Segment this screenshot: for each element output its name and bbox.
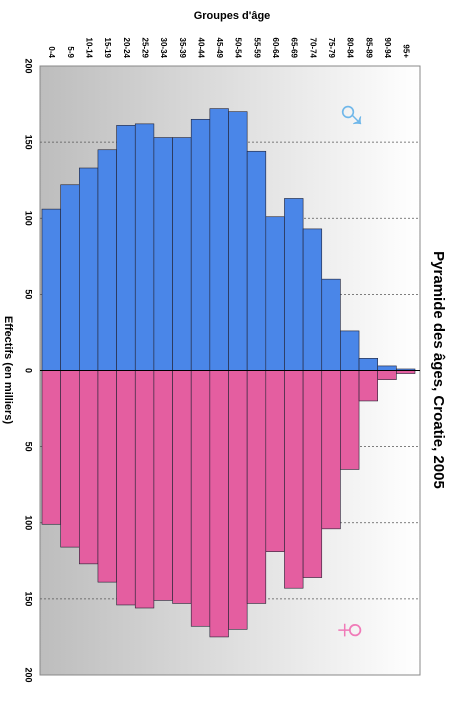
bar xyxy=(284,370,304,589)
bar xyxy=(265,216,285,371)
bar xyxy=(265,370,285,552)
bar xyxy=(79,167,99,371)
bar xyxy=(134,123,155,371)
y-tick-label: 150 xyxy=(24,591,34,606)
bar xyxy=(97,370,117,583)
x-tick-label: 55-59 xyxy=(252,38,261,59)
bar xyxy=(246,150,267,371)
y-tick-label: 100 xyxy=(24,211,34,226)
bar xyxy=(60,370,80,548)
bar xyxy=(321,370,341,530)
bar xyxy=(153,137,173,371)
bar xyxy=(377,365,397,371)
y-tick-label: 150 xyxy=(24,135,34,150)
x-tick-label: 30-34 xyxy=(159,38,168,59)
x-tick-label: 85-89 xyxy=(364,38,373,59)
bar xyxy=(190,370,211,627)
x-tick-label: 75-79 xyxy=(327,38,336,59)
x-tick-label: 15-19 xyxy=(103,38,112,59)
bar xyxy=(190,118,211,371)
bar xyxy=(246,370,267,604)
bar xyxy=(358,370,378,402)
x-tick-label: 5-9 xyxy=(66,46,75,58)
bar xyxy=(302,228,323,371)
bar xyxy=(79,370,99,565)
x-tick-label: 65-69 xyxy=(290,38,299,59)
y-tick-label: 0 xyxy=(24,368,34,373)
bar xyxy=(377,370,397,380)
x-tick-label: 40-44 xyxy=(196,38,205,59)
x-tick-label: 80-84 xyxy=(346,38,355,59)
y-tick-label: 200 xyxy=(24,58,34,73)
bar xyxy=(284,198,304,371)
bar xyxy=(340,370,360,470)
bar xyxy=(134,370,155,609)
x-tick-label: 10-14 xyxy=(85,38,94,59)
bar xyxy=(340,330,360,371)
x-tick-label: 50-54 xyxy=(234,38,243,59)
bar xyxy=(41,370,61,525)
x-tick-label: 35-39 xyxy=(178,38,187,59)
bar xyxy=(97,149,117,371)
bar xyxy=(321,278,341,371)
x-tick-label: 60-64 xyxy=(271,38,280,59)
bar xyxy=(153,370,173,601)
y-tick-label: 50 xyxy=(24,442,34,452)
x-tick-label: 25-29 xyxy=(140,38,149,59)
bar xyxy=(209,108,229,371)
bar xyxy=(41,208,61,371)
y-axis-label: Effectifs (en milliers) xyxy=(2,316,14,425)
bar xyxy=(172,370,192,604)
y-tick-label: 50 xyxy=(24,289,34,299)
bar xyxy=(116,370,136,606)
x-tick-label: 70-74 xyxy=(308,38,317,59)
bar xyxy=(60,184,80,371)
y-tick-label: 200 xyxy=(24,667,34,682)
x-tick-label: 45-49 xyxy=(215,38,224,59)
x-tick-label: 20-24 xyxy=(122,38,131,59)
x-tick-label: 95+ xyxy=(402,44,411,58)
bar xyxy=(172,137,192,371)
bar xyxy=(209,370,229,638)
bar xyxy=(358,358,378,371)
x-tick-label: 0-4 xyxy=(47,46,56,58)
female-symbol: ♀ xyxy=(326,614,375,647)
male-symbol: ♂ xyxy=(326,99,375,132)
y-tick-label: 100 xyxy=(24,515,34,530)
bar xyxy=(302,370,323,578)
bar xyxy=(228,111,248,371)
bar xyxy=(116,125,136,371)
chart-title: Pyramide des âges, Croatie, 2005 xyxy=(430,251,447,489)
x-axis-label: Groupes d'âge xyxy=(194,10,271,22)
x-tick-label: 90-94 xyxy=(383,38,392,59)
bar xyxy=(228,370,248,630)
